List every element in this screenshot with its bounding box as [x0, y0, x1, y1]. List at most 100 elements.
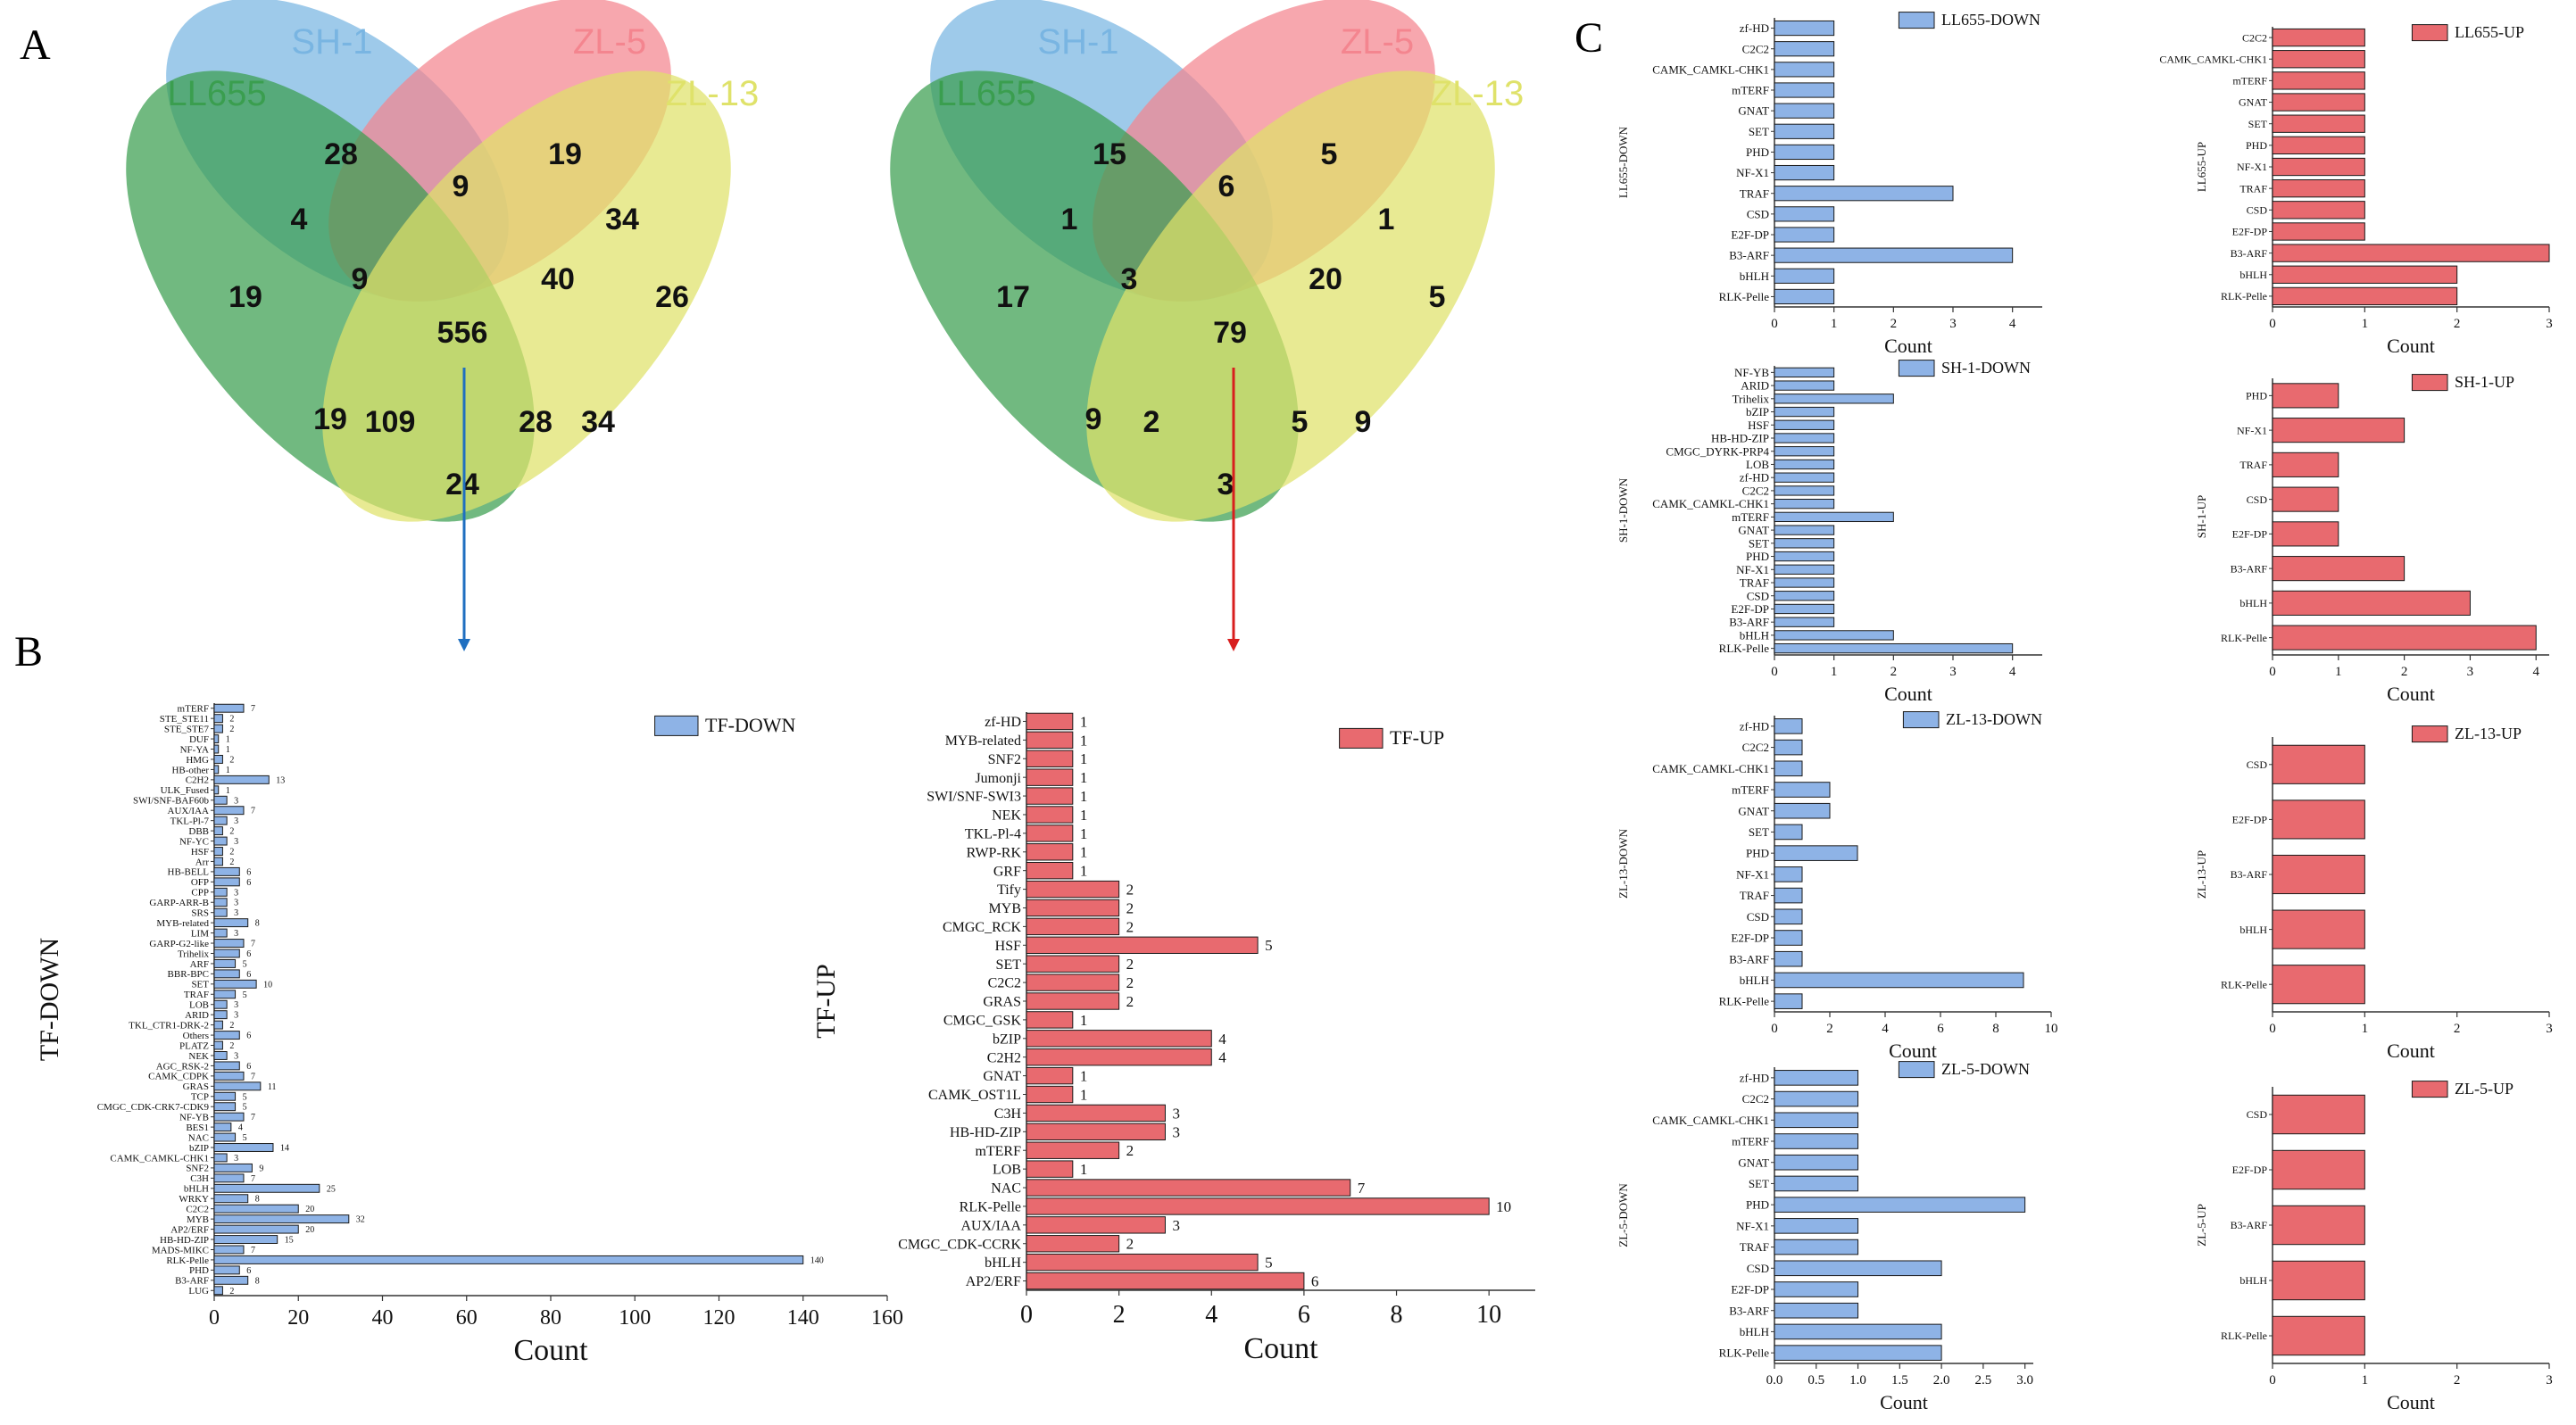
legend-swatch: [2411, 1081, 2448, 1098]
category-label: bHLH: [985, 1255, 1021, 1271]
bar-chart-sh-1-down: NF-YBARIDTrihelixbZIPHSFHB-HD-ZIPCMGC_DY…: [1616, 359, 2042, 705]
data-label: 10: [263, 980, 272, 990]
bar: [1774, 866, 1803, 882]
bar: [213, 836, 228, 846]
bar: [1026, 731, 1074, 750]
category-label: NEK: [992, 808, 1021, 824]
venn-region-LL655_ZL5_ZL13: 109: [365, 405, 416, 439]
x-tick-label: 1: [2335, 665, 2342, 679]
category-label: RWP-RK: [967, 845, 1022, 860]
category-label: TKL-Pl-4: [965, 826, 1021, 841]
bar: [1774, 472, 1835, 483]
y-axis-label: SH-1-UP: [2195, 495, 2208, 538]
bar: [1774, 718, 1803, 734]
data-label: 6: [246, 1266, 251, 1276]
category-label: MYB: [989, 901, 1021, 916]
category-label: CSD: [2247, 493, 2268, 506]
bar: [1774, 577, 1835, 588]
category-label: CSD: [1747, 910, 1769, 924]
x-tick-label: 10: [1476, 1301, 1501, 1329]
bar: [213, 928, 228, 938]
venn-region-LL655_SH1: 1: [1061, 203, 1078, 236]
bar: [213, 1275, 249, 1285]
bar-chart-ll655-down: zf-HD C2C2 CAMK_CAMKL-CHK1 mTERF GNAT SET PHD N…: [1616, 11, 2042, 357]
category-label: MYB-related: [156, 918, 209, 929]
venn-set-label-zl-5: ZL-5: [573, 22, 646, 62]
data-label: 1: [1080, 732, 1088, 749]
bar-chart-zl-5-up: CSD E2F-DP B3-ARF bHLH RLK-Pelle 0 1 2 3 Count ZL-…: [2195, 1080, 2553, 1413]
category-label: B3-ARF: [175, 1276, 209, 1287]
venn-arrow-head: [458, 639, 470, 651]
bar: [1774, 845, 1858, 861]
data-label: 4: [1218, 1031, 1226, 1048]
venn-set-zl-13: [322, 70, 731, 522]
category-label: bHLH: [184, 1184, 209, 1195]
category-label: HSF: [995, 939, 1021, 954]
bar: [1774, 123, 1835, 139]
legend-label: SH-1-UP: [2455, 373, 2514, 391]
bar: [213, 907, 228, 917]
x-tick-label: 1.0: [1849, 1373, 1866, 1388]
bar: [1774, 1345, 1942, 1361]
data-label: 5: [243, 959, 247, 969]
data-label: 2: [229, 755, 234, 765]
legend-label: ZL-5-DOWN: [1941, 1060, 2030, 1078]
data-label: 3: [234, 888, 238, 898]
bar: [213, 1153, 228, 1163]
bar: [213, 1071, 245, 1081]
venn-region-LL655_only: 19: [229, 280, 262, 314]
category-label: bZIP: [1746, 405, 1769, 418]
x-tick-label: 6: [1937, 1022, 1944, 1036]
x-tick-label: 2: [1890, 317, 1898, 331]
bar-chart-sh-1-up: PHD NF-X1 TRAF CSD E2F-DP B3-ARF bHLH RLK-Pelle…: [2195, 373, 2549, 705]
legend-swatch: [2411, 374, 2448, 392]
data-label: 1: [226, 786, 230, 796]
bar: [1774, 1323, 1942, 1340]
category-label: HMG: [186, 755, 209, 766]
bar-chart-tf-down: mTERF 7 STE_STE11 2 STE_STE7 2 DUF 1 NF-YA 1 HMG 2 H…: [35, 703, 903, 1367]
bar: [1774, 164, 1835, 181]
x-tick-label: 3: [2546, 317, 2553, 331]
x-axis-label: Count: [1889, 1040, 1937, 1062]
category-label: GNAT: [1738, 1156, 1769, 1169]
bar: [1774, 564, 1835, 575]
data-label: 2: [1126, 956, 1134, 973]
legend-swatch: [2411, 725, 2448, 743]
category-label: B3-ARF: [1729, 1304, 1769, 1317]
data-label: 2: [229, 1041, 234, 1051]
bar: [2272, 1260, 2365, 1301]
category-label: C3H: [190, 1173, 209, 1184]
bar: [1026, 806, 1074, 824]
bar: [213, 877, 240, 887]
x-axis-label: Count: [1243, 1332, 1318, 1365]
bar: [213, 795, 228, 805]
data-label: 3: [234, 1011, 238, 1021]
category-label: HB-HD-ZIP: [950, 1125, 1021, 1140]
data-label: 7: [251, 807, 255, 816]
bar: [1026, 1179, 1351, 1197]
data-label: 5: [243, 1103, 247, 1113]
category-label: bHLH: [2239, 597, 2267, 609]
data-label: 3: [1172, 1123, 1180, 1140]
bar: [1026, 1216, 1166, 1234]
category-label: NF-X1: [1736, 166, 1769, 179]
x-tick-label: 100: [619, 1306, 651, 1330]
bar: [213, 714, 223, 724]
bar: [213, 703, 245, 713]
venn-region-LL655_SH1: 4: [291, 203, 308, 236]
category-label: CAMK_CAMKL-CHK1: [1652, 762, 1769, 775]
x-tick-label: 2: [2454, 1022, 2461, 1036]
bar: [213, 969, 240, 979]
data-label: 6: [246, 878, 251, 888]
category-label: GARP-ARR-B: [149, 898, 209, 908]
category-label: B3-ARF: [2231, 247, 2268, 260]
category-label: bHLH: [1740, 269, 1769, 283]
category-label: CAMK_CAMKL-CHK1: [1652, 497, 1769, 510]
category-label: ULK_Fused: [161, 785, 210, 796]
bar: [2272, 965, 2365, 1005]
bar: [2272, 1149, 2365, 1190]
category-label: PHD: [1746, 145, 1769, 159]
